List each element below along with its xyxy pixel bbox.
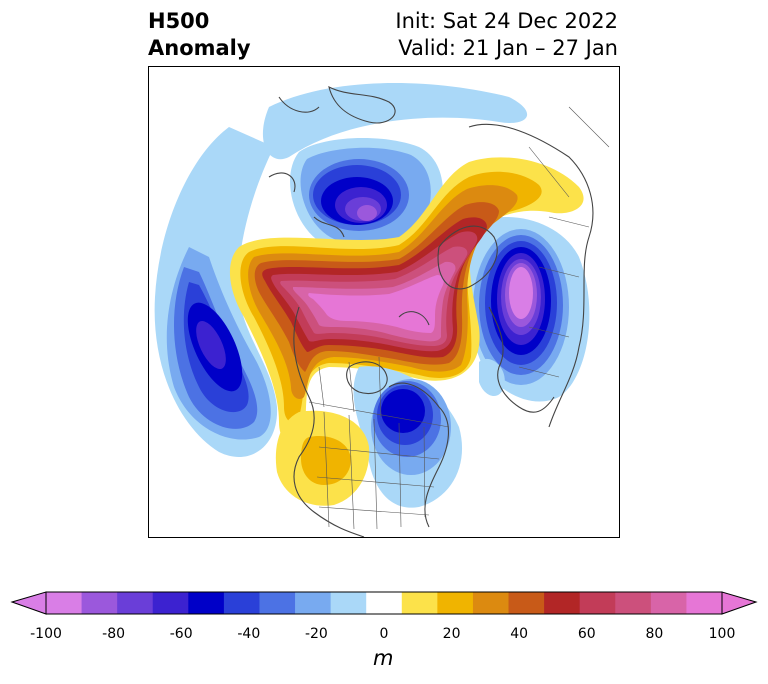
- positive-anomaly-ridge-90: [308, 275, 444, 333]
- colorbar-tick-label: 40: [510, 626, 529, 642]
- border-canada-provinces: [318, 356, 382, 418]
- colorbar-segment: [650, 592, 687, 614]
- title-variable: H500: [148, 9, 210, 33]
- coastline-europe: [488, 306, 555, 413]
- border-eurasia: [518, 106, 610, 378]
- coastline-eurasia: [468, 123, 594, 428]
- colorbar-outline: [45, 591, 723, 615]
- colorbar-segment: [223, 592, 260, 614]
- colorbar-segment: [686, 592, 723, 614]
- negative-anomaly-north-90: [357, 205, 377, 221]
- coastlines: [268, 85, 594, 537]
- anomaly-map: [148, 66, 620, 538]
- colorbar-tick-label: -100: [30, 626, 62, 642]
- colorbar-segment: [615, 592, 652, 614]
- valid-range: Valid: 21 Jan – 27 Jan: [398, 36, 618, 60]
- colorbar-segment: [401, 592, 438, 614]
- colorbar-segments: [46, 592, 723, 614]
- negative-anomaly-pacific-70: [196, 320, 226, 370]
- political-borders: [308, 106, 610, 530]
- map-svg: [154, 83, 610, 537]
- negative-anomaly-europe-100: [509, 267, 533, 319]
- colorbar-tick-label: -60: [169, 626, 193, 642]
- coastline-north-america-west: [293, 306, 365, 537]
- colorbar-extend-high: [721, 591, 758, 615]
- colorbar-tick-label: 100: [708, 626, 736, 642]
- colorbar-tick-label: -40: [237, 626, 261, 642]
- coastline-north-america-east: [388, 382, 450, 528]
- title-anomaly: Anomaly: [148, 36, 251, 60]
- colorbar-segment: [330, 592, 367, 614]
- colorbar-segment: [472, 592, 510, 614]
- colorbar-extend-low: [10, 591, 47, 615]
- coastline-arctic-islands: [278, 85, 396, 124]
- colorbar-tick-label: -20: [304, 626, 328, 642]
- colorbar-segment: [117, 592, 154, 614]
- colorbar-segment: [46, 592, 83, 614]
- coastline-hudson: [346, 361, 388, 395]
- colorbar-segment: [508, 592, 545, 614]
- colorbar-tick-label: 0: [379, 626, 389, 642]
- border-us-states: [316, 411, 440, 530]
- colorbar-segment: [437, 592, 474, 614]
- coastline-misc-1: [268, 172, 430, 326]
- colorbar-segment: [188, 592, 225, 614]
- colorbar-segment: [366, 592, 403, 614]
- coastline-greenland: [437, 225, 498, 290]
- colorbar-segment: [81, 592, 118, 614]
- chart-title-right: Init: Sat 24 Dec 2022 Valid: 21 Jan – 27…: [395, 8, 618, 62]
- colorbar-tick-label: 60: [577, 626, 596, 642]
- colorbar-tick-label: 80: [645, 626, 664, 642]
- init-date: Init: Sat 24 Dec 2022: [395, 9, 618, 33]
- colorbar-segment: [152, 592, 189, 614]
- colorbar-segment: [544, 592, 581, 614]
- colorbar-unit-label: m: [373, 646, 394, 670]
- border-us-canada: [308, 401, 450, 428]
- colorbar-segment: [295, 592, 332, 614]
- colorbar-tick-label: 20: [442, 626, 461, 642]
- chart-title-left: H500 Anomaly: [148, 8, 251, 62]
- anomaly-contours: [154, 83, 590, 508]
- colorbar: [10, 591, 758, 615]
- negative-anomaly-na-60: [381, 389, 425, 433]
- colorbar-segment: [579, 592, 616, 614]
- colorbar-segment: [259, 592, 296, 614]
- negative-anomaly-arctic-arc: [262, 83, 528, 160]
- colorbar-tick-label: -80: [102, 626, 126, 642]
